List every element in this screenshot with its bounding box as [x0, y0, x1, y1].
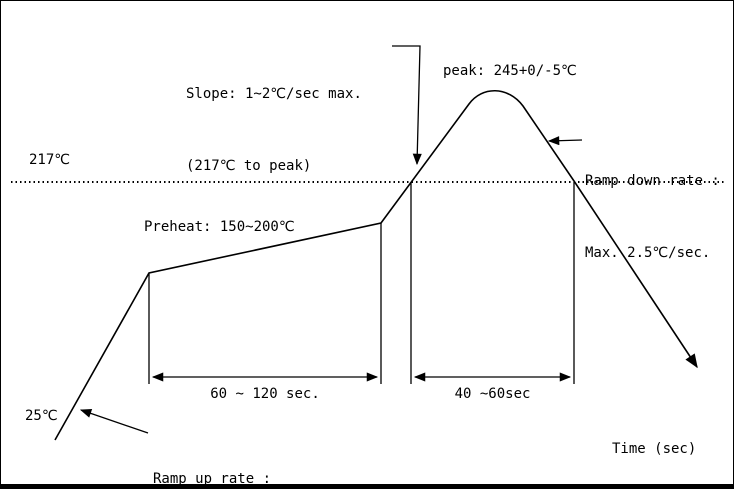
slope-annotation-line2: (217℃ to peak) — [186, 158, 312, 174]
time-axis-label: Time (sec) — [612, 441, 697, 457]
slope-annotation-line1: Slope: 1~2℃/sec max. — [186, 86, 362, 102]
preheat-annotation: Preheat: 150~200℃ — [144, 219, 295, 235]
temp-217-label: 217℃ — [29, 152, 71, 168]
ramp-up-callout-arrow — [79, 409, 149, 434]
ramp-down-callout-arrow — [547, 136, 583, 146]
slope-callout-arrow — [392, 45, 422, 166]
ramp-down-annotation-line1: Ramp down rate : — [585, 173, 720, 189]
preheat-duration-label: 60 ~ 120 sec. — [210, 386, 320, 402]
ramp-up-annotation-line1: Ramp up rate : — [153, 471, 272, 487]
ramp-down-annotation-line2: Max. 2.5℃/sec. — [585, 245, 711, 261]
ramp-down-annotation: Ramp down rate : Max. 2.5℃/sec. — [585, 121, 720, 313]
slope-annotation: Slope: 1~2℃/sec max. (217℃ to peak) — [186, 34, 362, 226]
temp-25-label: 25℃ — [25, 408, 58, 424]
temperature-profile-curve — [54, 90, 698, 441]
ramp-up-annotation: Ramp up rate : Max. 2℃/sec. — [153, 419, 272, 487]
peak-annotation: peak: 245+0/-5℃ — [443, 63, 577, 79]
reflow-duration-label: 40 ~60sec — [454, 386, 531, 402]
